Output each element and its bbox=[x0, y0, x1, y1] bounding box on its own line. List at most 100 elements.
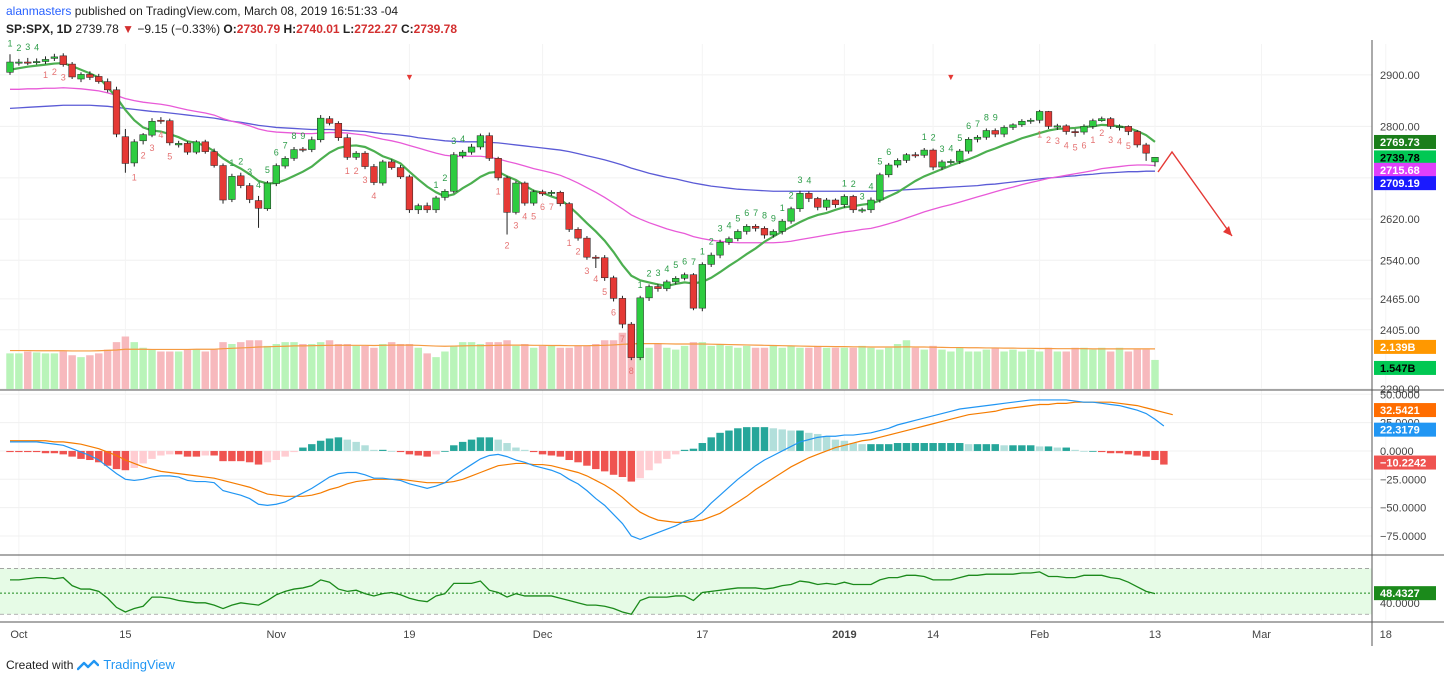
candle[interactable] bbox=[778, 219, 786, 235]
candle[interactable] bbox=[725, 236, 733, 245]
candle[interactable] bbox=[680, 272, 689, 281]
candle[interactable] bbox=[6, 54, 14, 75]
candle[interactable] bbox=[148, 118, 156, 138]
candle[interactable] bbox=[112, 86, 121, 138]
candle[interactable] bbox=[396, 165, 405, 179]
candle[interactable] bbox=[787, 206, 795, 224]
candle[interactable] bbox=[743, 224, 751, 235]
candle[interactable] bbox=[1000, 125, 1008, 138]
candle[interactable] bbox=[609, 275, 618, 302]
candle[interactable] bbox=[769, 229, 777, 238]
candle[interactable] bbox=[441, 189, 449, 201]
candle[interactable] bbox=[645, 284, 653, 301]
candle[interactable] bbox=[432, 195, 440, 213]
candle[interactable] bbox=[530, 189, 538, 206]
candle[interactable] bbox=[192, 140, 201, 155]
candle[interactable] bbox=[59, 53, 67, 67]
candle[interactable] bbox=[885, 162, 893, 178]
candle[interactable] bbox=[485, 132, 493, 161]
candle[interactable] bbox=[538, 189, 547, 196]
candle[interactable] bbox=[583, 236, 591, 260]
candle[interactable] bbox=[618, 295, 627, 329]
candle[interactable] bbox=[86, 71, 94, 81]
candle[interactable] bbox=[104, 78, 112, 93]
candle[interactable] bbox=[1071, 128, 1079, 137]
candle[interactable] bbox=[1053, 123, 1061, 130]
candle[interactable] bbox=[964, 137, 973, 154]
candle[interactable] bbox=[876, 172, 884, 203]
candle[interactable] bbox=[24, 57, 32, 66]
rsi-pane[interactable] bbox=[0, 568, 1372, 616]
candle[interactable] bbox=[290, 146, 298, 161]
candle[interactable] bbox=[352, 151, 360, 160]
candle[interactable] bbox=[237, 172, 245, 189]
candle[interactable] bbox=[734, 229, 742, 242]
candle[interactable] bbox=[210, 148, 218, 168]
candle[interactable] bbox=[1098, 116, 1106, 122]
candle[interactable] bbox=[1018, 119, 1026, 127]
candle[interactable] bbox=[627, 322, 635, 361]
candle[interactable] bbox=[1151, 157, 1159, 167]
candle[interactable] bbox=[15, 58, 23, 66]
candle[interactable] bbox=[698, 262, 706, 312]
candle[interactable] bbox=[547, 190, 556, 196]
candle[interactable] bbox=[867, 197, 875, 213]
candle[interactable] bbox=[654, 283, 662, 292]
candle[interactable] bbox=[494, 156, 502, 181]
candle[interactable] bbox=[281, 156, 289, 169]
candle[interactable] bbox=[947, 159, 955, 165]
candle[interactable] bbox=[973, 135, 982, 143]
candle[interactable] bbox=[33, 58, 41, 65]
candle[interactable] bbox=[716, 239, 724, 259]
candle[interactable] bbox=[707, 252, 715, 267]
candle[interactable] bbox=[512, 180, 520, 215]
candle[interactable] bbox=[663, 279, 671, 292]
candle[interactable] bbox=[1062, 124, 1070, 135]
candle[interactable] bbox=[574, 227, 582, 241]
candle[interactable] bbox=[920, 148, 928, 158]
candle[interactable] bbox=[228, 173, 236, 203]
candle[interactable] bbox=[254, 195, 263, 228]
candle[interactable] bbox=[121, 128, 130, 173]
candle[interactable] bbox=[299, 146, 307, 153]
candle[interactable] bbox=[388, 159, 396, 170]
candle[interactable] bbox=[760, 226, 769, 239]
candle[interactable] bbox=[272, 163, 280, 187]
candle[interactable] bbox=[858, 207, 866, 213]
candle[interactable] bbox=[1142, 142, 1150, 161]
candle[interactable] bbox=[849, 194, 857, 213]
candle[interactable] bbox=[50, 53, 59, 61]
candle[interactable] bbox=[183, 141, 192, 155]
candle[interactable] bbox=[157, 117, 165, 124]
candle[interactable] bbox=[1124, 125, 1132, 136]
candle[interactable] bbox=[370, 163, 378, 186]
tradingview-brand[interactable]: TradingView bbox=[103, 657, 175, 672]
candle[interactable] bbox=[805, 191, 813, 203]
candle[interactable] bbox=[246, 183, 254, 204]
candle[interactable] bbox=[1027, 118, 1035, 124]
candle[interactable] bbox=[503, 175, 511, 235]
candle[interactable] bbox=[1044, 110, 1053, 129]
candle[interactable] bbox=[1089, 118, 1097, 129]
candle[interactable] bbox=[1133, 129, 1141, 148]
candle[interactable] bbox=[130, 139, 138, 167]
candle[interactable] bbox=[476, 133, 485, 150]
candle[interactable] bbox=[556, 190, 564, 207]
candle[interactable] bbox=[814, 196, 822, 211]
candle[interactable] bbox=[201, 139, 209, 154]
candle[interactable] bbox=[414, 203, 422, 214]
candle[interactable] bbox=[334, 121, 343, 141]
candle[interactable] bbox=[77, 72, 85, 83]
candle[interactable] bbox=[308, 136, 316, 153]
candle[interactable] bbox=[1035, 109, 1044, 124]
candle[interactable] bbox=[1115, 124, 1124, 131]
candle[interactable] bbox=[379, 159, 387, 186]
candle[interactable] bbox=[459, 150, 467, 159]
candle[interactable] bbox=[840, 194, 848, 208]
candle[interactable] bbox=[751, 224, 760, 232]
candle[interactable] bbox=[601, 255, 609, 281]
candle[interactable] bbox=[902, 153, 911, 163]
candle[interactable] bbox=[1009, 123, 1017, 130]
